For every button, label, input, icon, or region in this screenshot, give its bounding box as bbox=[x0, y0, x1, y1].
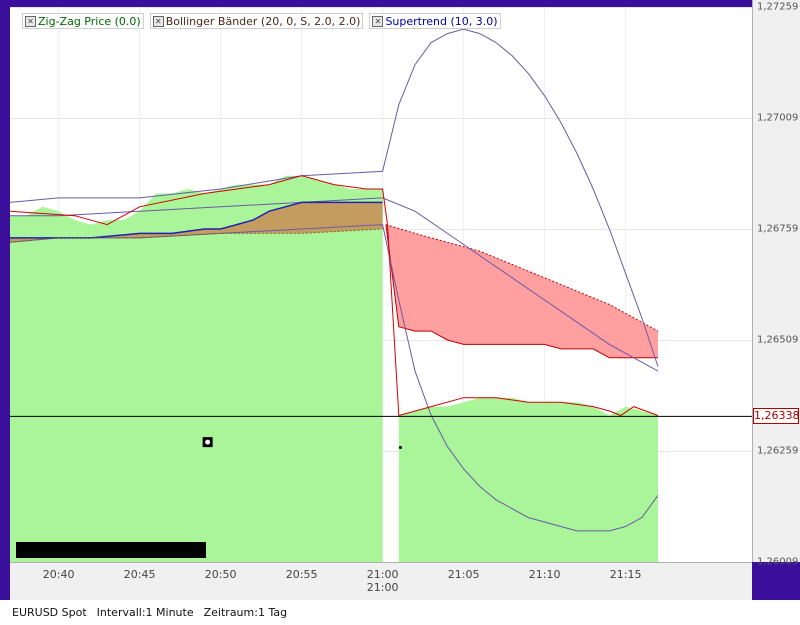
bull-area-fill-after bbox=[398, 397, 658, 562]
x-tick-label: 20:55 bbox=[285, 568, 318, 581]
bear-area-fill bbox=[385, 224, 658, 358]
series-line-band-bottom bbox=[10, 228, 383, 243]
marker-dot bbox=[398, 445, 402, 449]
x-tick-label: 21:15 bbox=[609, 568, 642, 581]
status-interval: Intervall:1 Minute bbox=[96, 606, 194, 619]
marker-box-dot bbox=[205, 439, 211, 445]
price-chart[interactable] bbox=[10, 7, 752, 562]
series-line-bollinger-middle bbox=[10, 197, 659, 372]
x-date-label: 21:00 bbox=[366, 581, 399, 594]
legend-checkbox-icon[interactable]: ✕ bbox=[25, 15, 36, 27]
y-tick-label: 1,27009 bbox=[757, 112, 799, 124]
legend-label-supertrend: Supertrend (10, 3.0) bbox=[385, 14, 498, 28]
bull-area-fill bbox=[10, 175, 383, 562]
status-symbol: EURUSD Spot bbox=[12, 606, 87, 619]
supertrend-overlap-fill bbox=[10, 202, 383, 243]
x-tick-label: 20:50 bbox=[204, 568, 237, 581]
series-line-zigzag bbox=[10, 175, 659, 417]
x-tick-label: 21:05 bbox=[447, 568, 480, 581]
legend-item-supertrend[interactable]: ✕ Supertrend (10, 3.0) bbox=[369, 13, 501, 29]
series-line-supertrend bbox=[10, 201, 383, 239]
legend-label-zigzag: Zig-Zag Price (0.0) bbox=[38, 14, 141, 28]
legend-checkbox-icon[interactable]: ✕ bbox=[152, 15, 164, 27]
status-range: Zeitraum:1 Tag bbox=[203, 606, 288, 619]
price-axis[interactable]: 1,27259 1,27009 1,26759 1,26509 1,26259 1,260… bbox=[752, 0, 800, 568]
y-tick-label: 1,27259 bbox=[757, 1, 799, 13]
current-price-tag: 1,26338 bbox=[753, 408, 800, 425]
legend-item-zigzag[interactable]: ✕ Zig-Zag Price (0.0) bbox=[22, 13, 144, 29]
redacted-box bbox=[16, 542, 206, 558]
time-axis[interactable]: 20:40 20:45 20:50 20:55 21:00 21:05 21:10 21:15… bbox=[10, 562, 752, 601]
status-bar: EURUSD Spot Intervall:1 Minute Zeitraum:… bbox=[0, 600, 800, 625]
x-tick-label: 20:45 bbox=[123, 568, 156, 581]
series-line-bollinger-lower bbox=[10, 224, 659, 532]
y-tick-label: 1,26009 bbox=[757, 556, 799, 568]
x-tick-label: 21:00 bbox=[366, 568, 399, 581]
x-tick-label: 20:40 bbox=[42, 568, 75, 581]
x-tick-label: 21:10 bbox=[528, 568, 561, 581]
series-line-bollinger-upper bbox=[10, 28, 659, 367]
legend-checkbox-icon[interactable]: ✕ bbox=[372, 15, 384, 27]
y-tick-label: 1,26509 bbox=[757, 334, 799, 346]
legend-label-bollinger: Bollinger Bänder (20, 0, S, 2.0, 2.0) bbox=[165, 14, 361, 28]
bear-area-edge bbox=[385, 224, 659, 332]
chart-plot-area[interactable]: ✕ Zig-Zag Price (0.0) ✕ Bollinger Bänder… bbox=[10, 7, 752, 562]
legend: ✕ Zig-Zag Price (0.0) ✕ Bollinger Bänder… bbox=[22, 13, 501, 29]
y-tick-label: 1,26259 bbox=[757, 445, 799, 457]
bear-area-bottom-edge bbox=[385, 224, 658, 359]
y-tick-label: 1,26759 bbox=[757, 223, 799, 235]
legend-item-bollinger[interactable]: ✕ Bollinger Bänder (20, 0, S, 2.0, 2.0) bbox=[149, 13, 364, 29]
